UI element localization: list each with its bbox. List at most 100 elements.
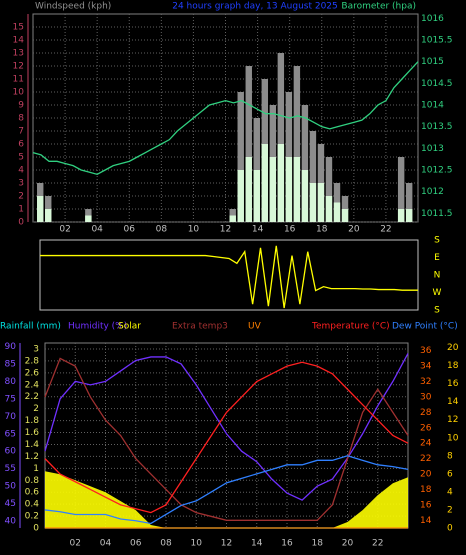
x-tick-label: 18	[312, 539, 324, 549]
bar	[293, 157, 301, 222]
y2-tick-label: 1013.5	[421, 122, 453, 132]
bar	[301, 105, 309, 222]
bar	[37, 196, 44, 222]
y-tick-label: 1	[18, 205, 24, 215]
bar	[45, 209, 52, 222]
x-tick-label: 12	[221, 539, 232, 549]
y-tick-label: 5	[18, 153, 24, 163]
bar	[397, 157, 405, 222]
bar	[293, 66, 301, 222]
bar	[245, 66, 252, 222]
y2-axis-label: Barometer (hpa)	[341, 2, 416, 12]
bar	[333, 202, 341, 222]
x-tick-label: 18	[316, 225, 328, 235]
bar	[405, 209, 413, 222]
y2-tick-label: 1014.5	[421, 79, 453, 89]
y3-tick-label: 22	[420, 454, 431, 464]
y-axis-label: Windspeed (kph)	[35, 2, 111, 12]
y3-tick-label: 32	[420, 377, 431, 387]
y2-tick-label: 40	[5, 517, 17, 527]
y2-tick-label: 1015	[421, 57, 444, 67]
y-tick-label: 1.8	[25, 416, 40, 426]
bar	[261, 144, 269, 222]
area	[45, 471, 408, 528]
bar	[309, 183, 317, 222]
x-tick-label: 06	[124, 225, 136, 235]
y-tick-label: 0	[33, 524, 39, 534]
y4-tick-label: 16	[447, 379, 459, 389]
legend-label: Rainfall (mm)	[0, 322, 61, 332]
y-tick-label: 2.6	[25, 368, 40, 378]
x-tick-label: 22	[380, 225, 391, 235]
x-tick-label: 16	[284, 225, 296, 235]
y-tick-label: 0.8	[25, 476, 40, 486]
bar	[397, 209, 405, 222]
y2-tick-label: 65	[5, 429, 16, 439]
y-tick-label: 7	[18, 127, 24, 137]
chart-title: 24 hours graph day, 13 August 2025	[172, 2, 338, 12]
y-tick-label: 2.2	[25, 392, 39, 402]
y2-tick-label: 1016	[421, 14, 444, 24]
y-tick-label: 1	[33, 464, 39, 474]
plot-frame	[39, 239, 419, 311]
x-tick-label: 12	[220, 225, 231, 235]
y2-tick-label: 80	[5, 377, 17, 387]
y2-tick-label: 60	[5, 447, 17, 457]
y2-tick-label: 1013	[421, 144, 444, 154]
y-tick-label: 1.4	[25, 440, 40, 450]
y2-tick-label: 85	[5, 359, 16, 369]
y-tick-label: W	[433, 288, 442, 298]
y4-tick-label: 12	[447, 415, 458, 425]
y-tick-label: S	[434, 306, 440, 316]
y3-tick-label: 26	[420, 423, 432, 433]
bar	[269, 157, 277, 222]
y4-tick-label: 2	[447, 505, 453, 515]
y2-tick-label: 90	[5, 342, 17, 352]
legend-label: UV	[248, 322, 262, 332]
x-tick-label: 20	[342, 539, 354, 549]
line	[44, 357, 409, 521]
y-tick-label: 1.2	[25, 452, 39, 462]
y4-tick-label: 4	[447, 487, 453, 497]
y-tick-label: 14	[13, 36, 25, 46]
legend-label: Extra temp3	[172, 322, 228, 332]
x-tick-label: 14	[251, 539, 263, 549]
y2-tick-label: 70	[5, 412, 17, 422]
x-tick-label: 14	[252, 225, 264, 235]
y-tick-label: 2	[18, 192, 24, 202]
y3-tick-label: 34	[420, 362, 432, 372]
bar	[285, 157, 293, 222]
y2-tick-label: 1014	[421, 101, 444, 111]
legend-label: Solar	[118, 322, 141, 332]
bar	[301, 170, 309, 222]
x-tick-label: 16	[281, 539, 293, 549]
bar	[229, 215, 236, 222]
bar	[341, 209, 349, 222]
y2-tick-label: 1015.5	[421, 36, 453, 46]
y-tick-label: 2.4	[25, 380, 40, 390]
bar	[325, 157, 333, 222]
bar	[237, 92, 244, 222]
y4-tick-label: 18	[447, 361, 459, 371]
x-tick-label: 06	[130, 539, 142, 549]
x-tick-label: 02	[59, 225, 70, 235]
y3-tick-label: 36	[420, 346, 432, 356]
y-tick-label: 0.6	[25, 488, 40, 498]
y-tick-label: 0.4	[25, 500, 40, 510]
x-tick-label: 08	[156, 225, 168, 235]
y3-tick-label: 30	[420, 392, 432, 402]
bar	[277, 53, 285, 222]
y-tick-label: 12	[13, 62, 24, 72]
y-tick-label: 2	[33, 404, 39, 414]
x-tick-label: 10	[188, 225, 200, 235]
y4-tick-label: 8	[447, 451, 453, 461]
y2-tick-label: 55	[5, 464, 16, 474]
y2-tick-label: 1012.5	[421, 166, 453, 176]
x-tick-label: 10	[191, 539, 203, 549]
line	[44, 361, 409, 514]
y-tick-label: 10	[13, 88, 25, 98]
y-tick-label: 15	[13, 23, 24, 33]
y-tick-label: 3	[33, 344, 39, 354]
y-tick-label: E	[434, 253, 440, 263]
